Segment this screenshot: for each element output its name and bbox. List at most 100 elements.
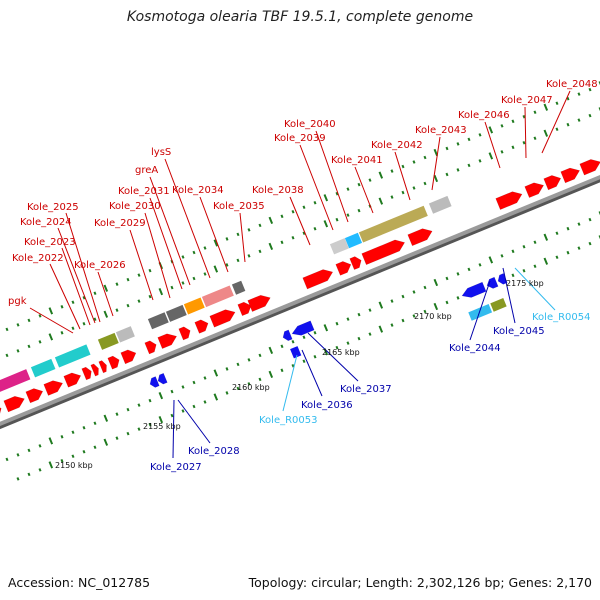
label-kole-2036[interactable]: Kole_2036	[301, 400, 353, 411]
tick-dot	[203, 376, 207, 380]
label-kole-2046[interactable]: Kole_2046	[458, 110, 510, 121]
leader-line	[484, 121, 501, 169]
label-kole-2028[interactable]: Kole_2028	[188, 446, 240, 457]
gene-box-blue	[344, 232, 363, 249]
gene-box-magenta	[0, 369, 31, 394]
label-kole-r0054[interactable]: Kole_R0054	[532, 312, 591, 323]
tick-dot	[268, 370, 274, 378]
tick-dot	[93, 291, 97, 295]
label-kole-2035[interactable]: Kole_2035	[213, 201, 265, 212]
tick-dot	[5, 457, 9, 462]
label-kole-2031[interactable]: Kole_2031	[118, 186, 170, 197]
tick-dot	[445, 172, 449, 177]
label-kole-2048[interactable]: Kole_2048	[546, 79, 598, 90]
label-kole-2047[interactable]: Kole_2047	[501, 95, 553, 106]
label-grea[interactable]: greA	[135, 165, 158, 176]
tick-label-2170: 2170 kbp	[414, 312, 452, 321]
map-title: Kosmotoga olearia TBF 19.5.1, complete g…	[126, 9, 474, 25]
label-kole-2044[interactable]: Kole_2044	[449, 343, 501, 354]
label-kole-2029[interactable]: Kole_2029	[94, 218, 146, 229]
tick-dot	[203, 400, 207, 404]
tick-dot	[148, 268, 152, 273]
label-kole-2034[interactable]: Kole_2034	[172, 185, 224, 196]
reverse-gene-arrow	[157, 372, 168, 385]
label-kole-2040[interactable]: Kole_2040	[284, 119, 336, 130]
leader-line	[307, 332, 359, 382]
tick-dot	[478, 133, 482, 137]
label-kole-2030[interactable]: Kole_2030	[109, 201, 161, 212]
gene-box-olive	[490, 298, 507, 312]
gene-box-cyan	[54, 344, 91, 368]
leader-line	[282, 354, 298, 412]
tick-dot	[445, 146, 449, 151]
tick-dot	[368, 308, 372, 312]
label-kole-2039[interactable]: Kole_2039	[274, 133, 326, 144]
tick-dot	[158, 288, 164, 296]
reverse-gene-arrow	[149, 376, 160, 388]
tick-dot	[258, 223, 262, 228]
label-kole-2045[interactable]: Kole_2045	[493, 326, 545, 337]
tick-dot	[335, 321, 339, 326]
backbone-layer	[0, 174, 600, 430]
tick-dot	[378, 197, 384, 205]
tick-label-2175: 2175 kbp	[506, 279, 544, 288]
tick-dot	[368, 332, 372, 336]
tick-dot	[500, 124, 504, 128]
tick-dot	[48, 333, 54, 341]
tick-dot	[148, 398, 152, 403]
leader-line	[301, 349, 323, 397]
tick-dot	[445, 300, 449, 305]
label-lyss[interactable]: lysS	[151, 147, 171, 158]
tick-dot	[423, 285, 427, 290]
tick-dot	[192, 250, 196, 255]
label-kole-2027[interactable]: Kole_2027	[150, 462, 202, 473]
tick-dot	[38, 314, 42, 318]
leader-line	[61, 247, 91, 326]
label-kole-2042[interactable]: Kole_2042	[371, 140, 423, 151]
tick-dot	[16, 477, 20, 481]
label-kole-2041[interactable]: Kole_2041	[331, 155, 383, 166]
tick-dot	[543, 257, 549, 265]
tick-dot	[577, 222, 581, 226]
label-kole-2038[interactable]: Kole_2038	[252, 185, 304, 196]
label-kole-2022[interactable]: Kole_2022	[12, 253, 64, 264]
gene-box-olive	[97, 332, 119, 350]
tick-dot	[170, 389, 174, 394]
tick-dot	[566, 122, 570, 127]
label-kole-2037[interactable]: Kole_2037	[340, 384, 392, 395]
tick-dot	[488, 126, 494, 134]
forward-gene-arrow	[98, 360, 107, 374]
tick-dot	[555, 127, 559, 131]
label-kole-2024[interactable]: Kole_2024	[20, 217, 72, 228]
leader-line	[177, 399, 211, 444]
tick-dot	[203, 272, 207, 276]
leader-line	[541, 90, 571, 154]
tick-dot	[335, 191, 339, 196]
forward-gene-arrow	[194, 319, 209, 334]
label-kole-2043[interactable]: Kole_2043	[415, 125, 467, 136]
forward-gene-arrow	[63, 372, 82, 388]
tick-dot	[82, 425, 86, 430]
forward-gene-arrow	[90, 363, 99, 377]
label-kole-2023[interactable]: Kole_2023	[24, 237, 76, 248]
tick-dot	[478, 159, 482, 163]
tick-dot	[115, 436, 119, 440]
tick-dot	[82, 295, 86, 300]
tick-dot	[346, 213, 350, 217]
accession-label: Accession: NC_012785	[8, 575, 151, 590]
label-kole-2025[interactable]: Kole_2025	[27, 202, 79, 213]
tick-dot	[390, 195, 394, 199]
tick-dot	[82, 321, 86, 326]
label-kole-2026[interactable]: Kole_2026	[74, 260, 126, 271]
label-kole-r0053[interactable]: Kole_R0053	[259, 415, 318, 426]
tick-dot	[38, 444, 42, 448]
tick-marks	[5, 81, 600, 481]
tick-dot	[522, 245, 526, 249]
tick-dot	[456, 142, 460, 146]
leader-line	[172, 399, 175, 459]
label-pgk[interactable]: pgk	[8, 296, 27, 307]
tick-dot	[27, 472, 31, 477]
leader-line	[57, 227, 96, 324]
tick-dot	[467, 163, 471, 168]
tick-dot	[280, 368, 284, 373]
